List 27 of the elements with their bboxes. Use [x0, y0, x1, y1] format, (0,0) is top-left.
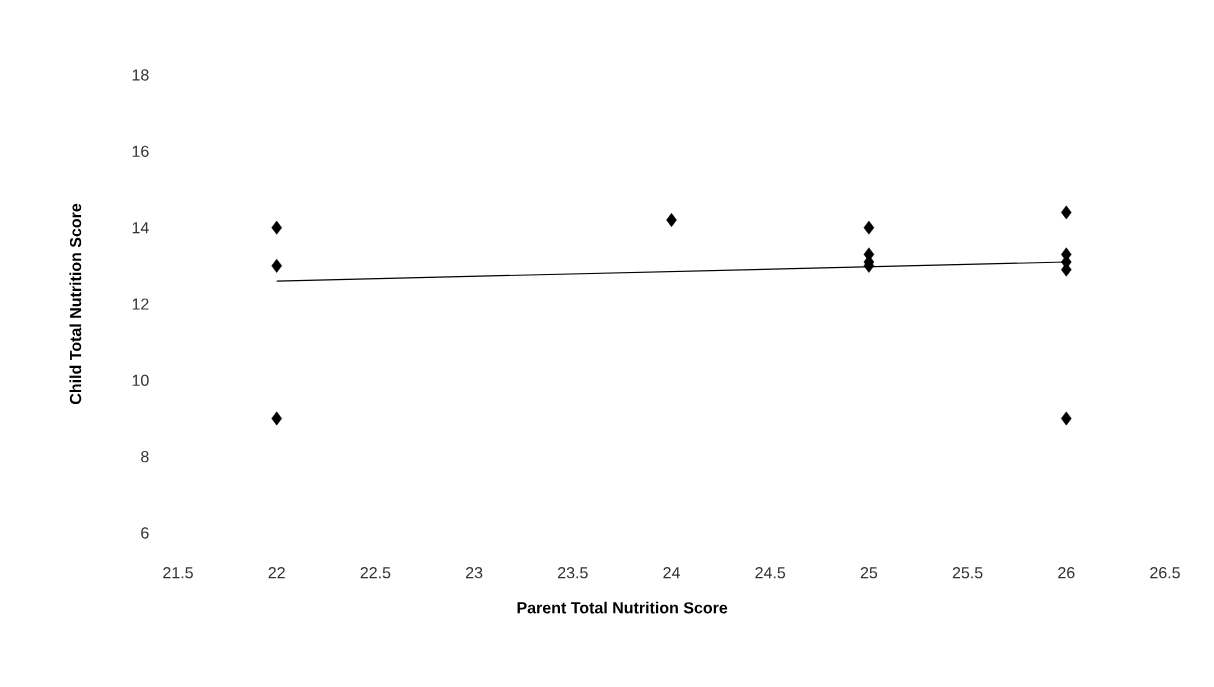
y-tick-label: 16: [132, 145, 149, 157]
point: [271, 411, 282, 426]
x-tick-label: 24.5: [755, 567, 786, 579]
y-tick-label: 14: [132, 222, 149, 234]
y-tick-label: 6: [141, 527, 149, 539]
y-tick-label: 18: [132, 69, 149, 81]
x-tick-label: 22.5: [360, 567, 391, 579]
x-axis-title: Parent Total Nutrition Score: [517, 601, 728, 614]
x-tick-label: 25.5: [952, 567, 983, 579]
x-tick-label: 24: [663, 567, 680, 579]
y-axis-title: Child Total Nutrition Score: [69, 203, 82, 405]
y-tick-label: 12: [132, 298, 149, 310]
point: [666, 213, 677, 227]
point: [863, 220, 875, 235]
point: [271, 258, 282, 273]
x-tick-label: 26.5: [1150, 567, 1180, 579]
x-tick-label: 22: [268, 567, 285, 579]
x-tick-label: 23: [466, 567, 483, 579]
x-tick-label: 23.5: [558, 567, 588, 579]
y-tick-label: 8: [141, 451, 149, 463]
point: [1061, 205, 1072, 220]
y-tick-label: 10: [132, 374, 149, 386]
point: [1061, 411, 1072, 426]
x-tick-label: 25: [860, 567, 878, 579]
x-tick-label: 21.5: [163, 567, 193, 579]
point: [271, 220, 282, 235]
x-tick-label: 26: [1058, 567, 1075, 579]
